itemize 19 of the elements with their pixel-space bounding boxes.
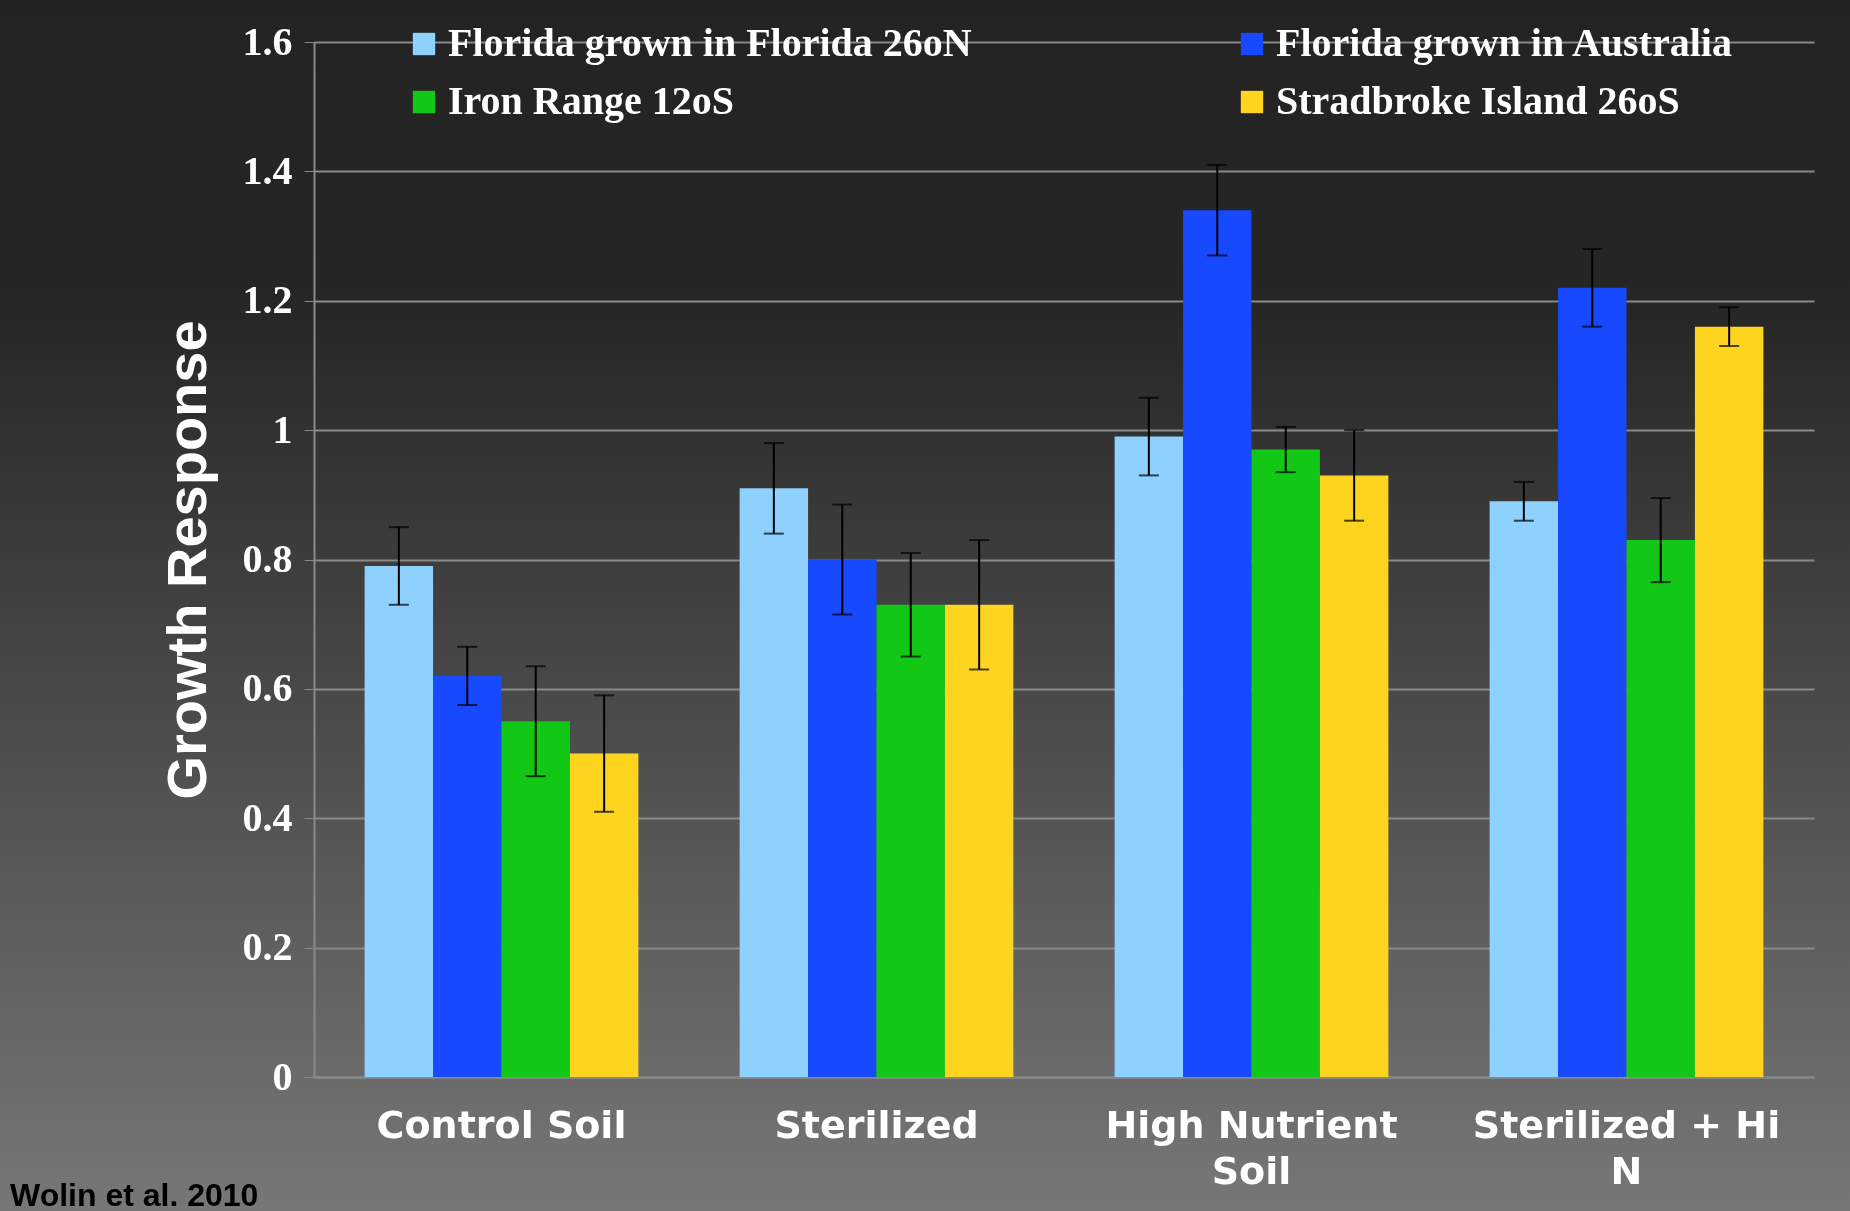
legend-label: Florida grown in Florida 26oN <box>448 20 972 65</box>
y-tick-label: 0.4 <box>242 794 293 840</box>
legend-label: Florida grown in Australia <box>1276 20 1732 65</box>
y-axis-title: Growth Response <box>154 320 218 800</box>
y-tick-label: 0.8 <box>242 536 293 581</box>
x-tick-label: Sterilized <box>774 1102 979 1147</box>
y-tick-label: 1.4 <box>242 147 293 193</box>
y-tick-label: 0.2 <box>242 924 293 970</box>
legend-label: Iron Range 12oS <box>448 78 734 123</box>
text: Wolin et al. 2010 <box>10 1177 259 1211</box>
x-tick-label: Control Soil <box>376 1102 627 1147</box>
legend-label: Stradbroke Island 26oS <box>1276 78 1680 123</box>
y-tick-label: 0.6 <box>242 665 293 711</box>
y-tick-label: 1.6 <box>242 18 293 64</box>
x-tick-label: High Nutrient Soil <box>1105 1102 1398 1193</box>
y-tick-label: 1.2 <box>242 277 293 323</box>
y-tick-label: 1 <box>272 406 293 452</box>
y-tick-label: 0 <box>272 1053 293 1099</box>
x-tick-label: Sterilized + Hi N <box>1472 1102 1781 1193</box>
